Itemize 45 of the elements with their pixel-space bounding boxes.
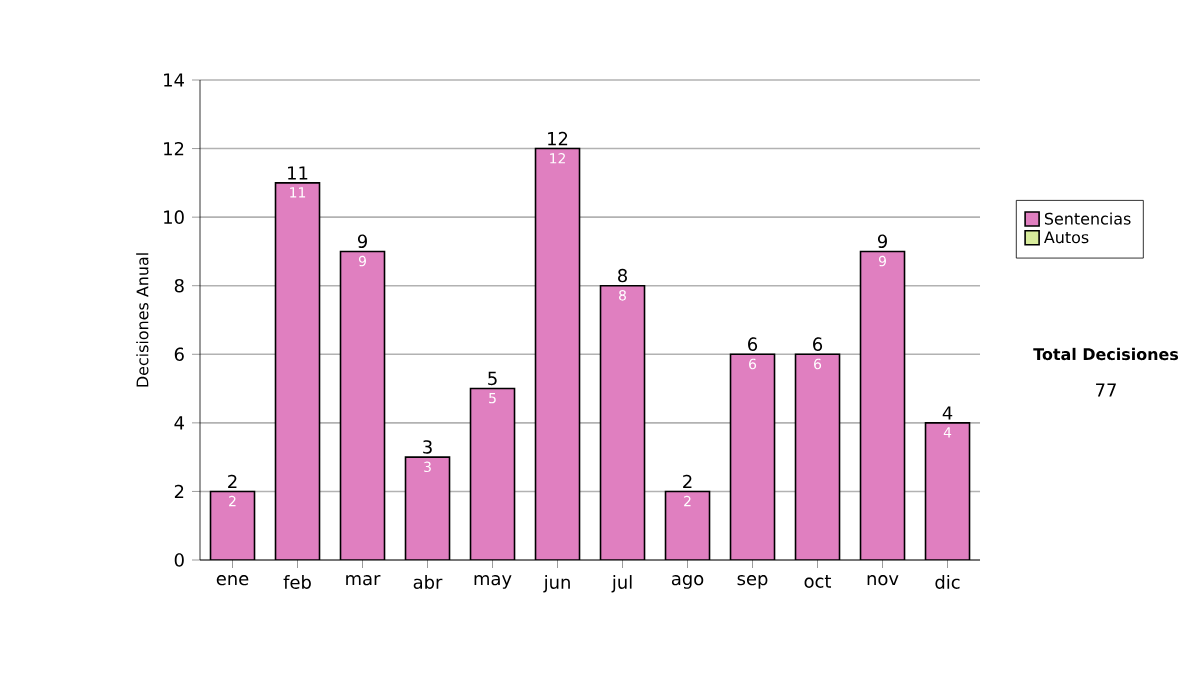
x-tick-label: jul (611, 575, 632, 593)
y-tick-label: 14 (164, 73, 184, 87)
bar (599, 284, 646, 560)
x-tick-label: dic (935, 575, 960, 589)
y-tick-label: 2 (174, 484, 184, 499)
total-label: 5 (488, 371, 497, 386)
x-tick-label: abr (413, 575, 443, 589)
x-tick-label: feb (283, 575, 311, 589)
total-label: 11 (288, 166, 308, 180)
bar (794, 353, 841, 560)
x-tick-label: ago (671, 575, 704, 589)
y-tick-label: 12 (164, 141, 184, 156)
x-tick-label: nov (867, 575, 899, 586)
total-label: 6 (813, 337, 823, 351)
x-tick-label: jun (543, 575, 570, 593)
text: 77 (1096, 383, 1116, 397)
total-label: 12 (548, 131, 568, 146)
y-tick-label: 8 (174, 278, 184, 293)
total-label: 3 (423, 440, 432, 454)
y-tick-label: 6 (174, 347, 184, 362)
total-label: 9 (877, 234, 887, 249)
x-tick-label: oct (804, 575, 832, 588)
bar (924, 422, 971, 560)
x-tick-label: ene (216, 575, 249, 586)
bar (534, 147, 581, 560)
bar (469, 387, 516, 560)
bar (664, 490, 711, 560)
bar (209, 490, 256, 560)
x-tick-label: mar (346, 575, 381, 586)
total-label: 8 (618, 268, 627, 283)
x-tick-label: may (474, 575, 512, 589)
total-label: 2 (683, 474, 692, 489)
x-tick-label: sep (737, 575, 768, 589)
total-label: 4 (942, 406, 953, 420)
y-tick-label: 0 (174, 553, 184, 567)
bar (274, 182, 321, 560)
bar (729, 353, 776, 560)
total-label: 2 (228, 474, 237, 489)
bar (404, 456, 451, 560)
total-label: 9 (357, 234, 367, 249)
y-tick-label: 4 (174, 416, 184, 430)
total-label: 6 (748, 337, 758, 351)
bar (859, 250, 906, 560)
bar (339, 250, 386, 560)
y-tick-label: 10 (164, 210, 184, 224)
